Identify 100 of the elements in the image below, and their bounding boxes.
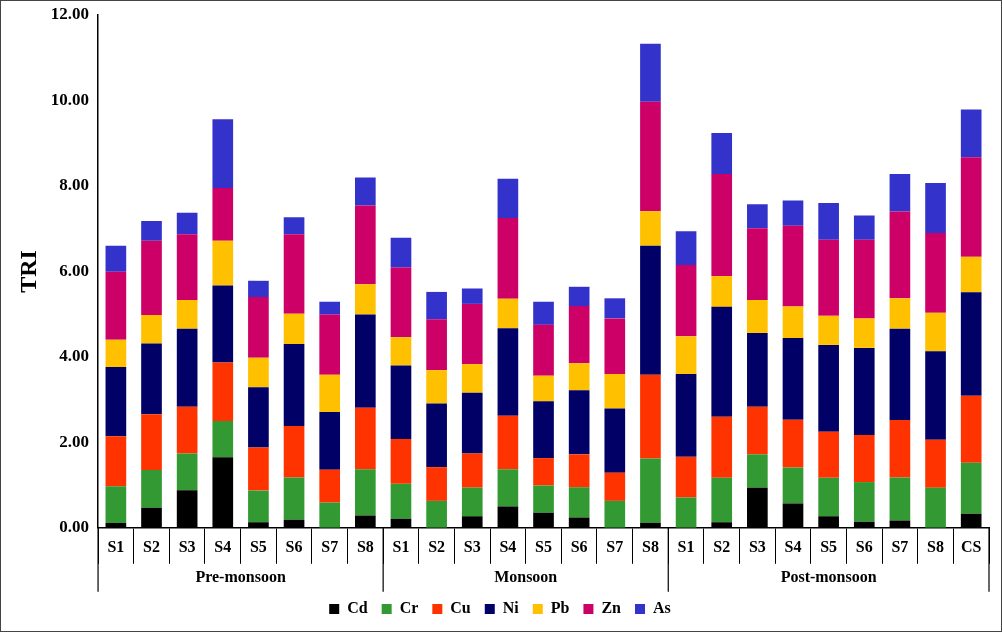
bar [355, 407, 376, 470]
x-tick-label: S5 [820, 537, 838, 555]
bar [248, 280, 269, 298]
bar [176, 453, 198, 491]
bar [568, 454, 590, 488]
y-tick-label: 8.00 [59, 175, 90, 195]
bar [141, 414, 162, 471]
bar [105, 271, 127, 340]
x-tick-label: S3 [463, 537, 481, 555]
x-tick-label: S1 [392, 537, 410, 555]
bar [533, 375, 554, 402]
bar [283, 344, 305, 427]
x-tick-label: S4 [784, 537, 802, 555]
legend-label: Cd [347, 599, 368, 617]
bar [390, 365, 412, 439]
bar [426, 319, 447, 371]
bar [782, 306, 804, 339]
bar [747, 228, 768, 301]
bar [212, 420, 234, 458]
y-axis-title: TRI [14, 250, 41, 293]
bar [283, 426, 305, 478]
legend-label: Zn [601, 599, 622, 617]
text: Monsoon [494, 567, 558, 585]
x-tick-label: S4 [499, 537, 517, 555]
bar [675, 456, 697, 498]
bar [212, 119, 234, 189]
bar [960, 462, 982, 514]
bar [782, 225, 804, 307]
bar [568, 306, 590, 364]
bar [568, 286, 590, 307]
x-tick-label: S7 [891, 537, 909, 555]
x-tick-label: S7 [321, 537, 339, 555]
bar [141, 470, 162, 508]
bar [461, 364, 483, 393]
bar [853, 435, 875, 483]
bar [747, 300, 768, 333]
bar [426, 467, 447, 501]
x-tick-label: S6 [855, 537, 873, 555]
y-tick-label: 0.00 [59, 517, 90, 537]
bar [640, 101, 661, 212]
bar [355, 469, 376, 516]
bar [640, 43, 661, 102]
bar [212, 188, 234, 241]
bar [248, 357, 269, 388]
x-tick-label: CS [960, 537, 982, 555]
bar [853, 318, 875, 348]
bar [319, 301, 341, 315]
bar [782, 200, 804, 226]
y-tick-label: 6.00 [59, 260, 90, 280]
x-tick-label: S2 [143, 537, 160, 555]
bar [461, 453, 483, 488]
bar [960, 157, 982, 257]
bar [319, 314, 341, 375]
x-tick-label: S3 [748, 537, 766, 555]
x-tick-label: S7 [606, 537, 624, 555]
bar [176, 328, 198, 407]
bar [390, 438, 412, 484]
bar [747, 332, 768, 407]
bar [355, 205, 376, 285]
bar [568, 390, 590, 455]
x-tick-label: S6 [570, 537, 588, 555]
bar [960, 109, 982, 158]
bar [925, 232, 946, 313]
y-tick-label: 10.00 [50, 89, 90, 109]
bar [818, 344, 839, 432]
bar [711, 132, 733, 174]
bar [533, 401, 554, 459]
bar [818, 239, 839, 316]
bar [461, 303, 483, 365]
x-tick-label: S2 [428, 537, 446, 555]
bar [319, 502, 341, 528]
bar [283, 217, 305, 235]
bar [212, 362, 234, 421]
x-tick-label: S3 [178, 537, 196, 555]
text: Post-monsoon [780, 567, 877, 585]
bar [925, 487, 946, 528]
x-tick-label: S6 [285, 537, 303, 555]
bar [105, 486, 127, 524]
bar [426, 403, 447, 468]
x-tick-label: S5 [249, 537, 267, 555]
x-tick-label: S1 [107, 537, 125, 555]
bar [747, 454, 768, 488]
bar [390, 337, 412, 366]
bar [604, 408, 626, 473]
bar [889, 211, 911, 299]
bar [711, 477, 733, 523]
bar [176, 212, 198, 235]
bar [853, 215, 875, 240]
bar [640, 458, 661, 523]
bar [497, 328, 519, 416]
bar [960, 292, 982, 396]
bar [426, 500, 447, 528]
bar [853, 482, 875, 522]
bar [141, 240, 162, 315]
bar [176, 406, 198, 454]
bar [533, 458, 554, 486]
bar [925, 182, 946, 233]
x-tick-label: S8 [641, 537, 659, 555]
bar [319, 374, 341, 412]
bar [461, 487, 483, 517]
